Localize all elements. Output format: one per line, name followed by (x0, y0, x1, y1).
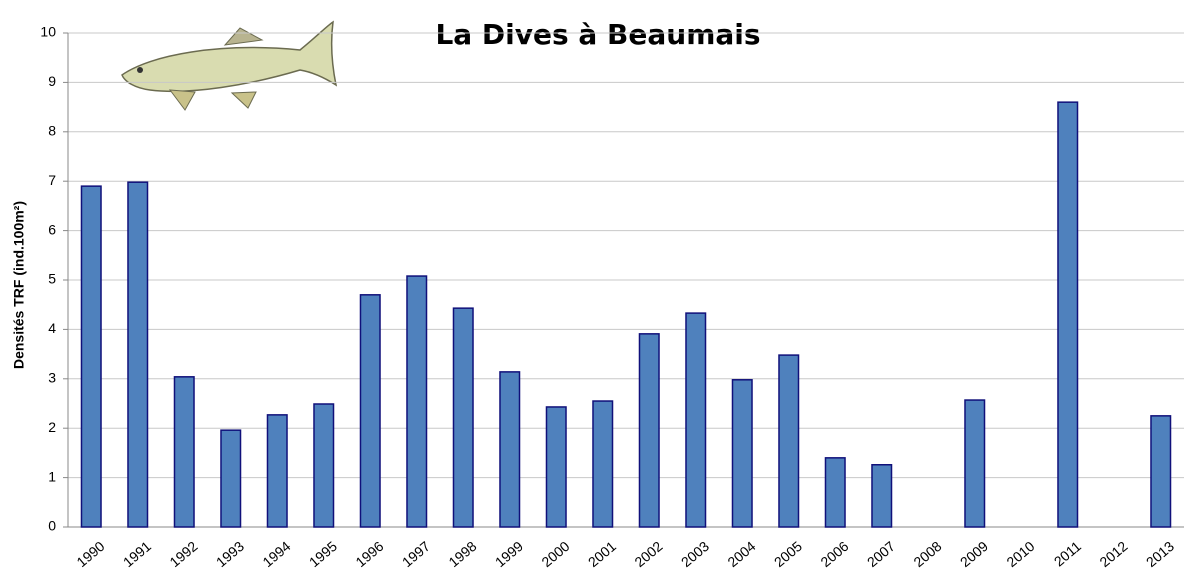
bar (266, 414, 288, 528)
y-tick-label: 1 (48, 468, 56, 484)
x-tick-label: 1993 (213, 538, 247, 570)
x-tick-label: 2012 (1096, 538, 1130, 570)
x-tick-label: 2011 (1051, 538, 1085, 570)
bar (731, 379, 753, 528)
y-tick-label: 9 (48, 73, 56, 89)
y-tick-label: 5 (48, 271, 56, 287)
x-tick-label: 2009 (957, 538, 991, 570)
x-tick-label: 2005 (771, 538, 805, 570)
bar (220, 429, 242, 528)
x-tick-label: 2002 (631, 538, 665, 570)
bar (173, 376, 195, 528)
bar (359, 294, 381, 528)
bar (778, 354, 800, 528)
bar (871, 464, 893, 528)
x-tick-label: 2001 (585, 538, 619, 570)
fish-illustration (121, 20, 338, 111)
x-tick-label: 1990 (73, 538, 107, 570)
x-tick-label: 1997 (399, 538, 433, 570)
bar (313, 403, 335, 528)
bar (80, 185, 102, 528)
x-tick-label: 2013 (1143, 538, 1177, 570)
y-tick-label: 8 (48, 123, 56, 139)
x-tick-label: 2008 (910, 538, 944, 570)
x-tick-label: 2006 (817, 538, 851, 570)
y-tick-label: 3 (48, 370, 56, 386)
x-tick-label: 2007 (864, 538, 898, 570)
x-tick-label: 1996 (352, 538, 386, 570)
bar (127, 181, 149, 528)
bar (638, 333, 660, 528)
bar (592, 400, 614, 528)
x-tick-label: 1998 (445, 538, 479, 570)
x-tick-label: 2010 (1003, 538, 1037, 570)
y-tick-label: 6 (48, 221, 56, 237)
bar (685, 312, 707, 528)
bar (1057, 101, 1079, 528)
y-axis-label: Densités TRF (ind.100m²) (11, 201, 27, 369)
bar (406, 275, 428, 528)
bar (824, 457, 846, 528)
bar (452, 307, 474, 528)
x-tick-label: 1991 (120, 538, 154, 570)
y-tick-label: 4 (48, 320, 56, 336)
x-tick-label: 1994 (259, 538, 293, 570)
y-tick-label: 10 (40, 24, 56, 40)
x-tick-label: 2003 (678, 538, 712, 570)
chart-title: La Dives à Beaumais (435, 18, 760, 51)
y-tick-label: 7 (48, 172, 56, 188)
x-tick-label: 1999 (492, 538, 526, 570)
x-tick-label: 2000 (538, 538, 572, 570)
x-tick-label: 2004 (724, 538, 758, 570)
y-tick-label: 0 (48, 518, 56, 534)
bar (499, 371, 521, 528)
bar (964, 399, 986, 528)
bar (545, 406, 567, 528)
x-tick-label: 1995 (306, 538, 340, 570)
y-tick-label: 2 (48, 419, 56, 435)
x-tick-label: 1992 (166, 538, 200, 570)
bar (1150, 415, 1172, 528)
